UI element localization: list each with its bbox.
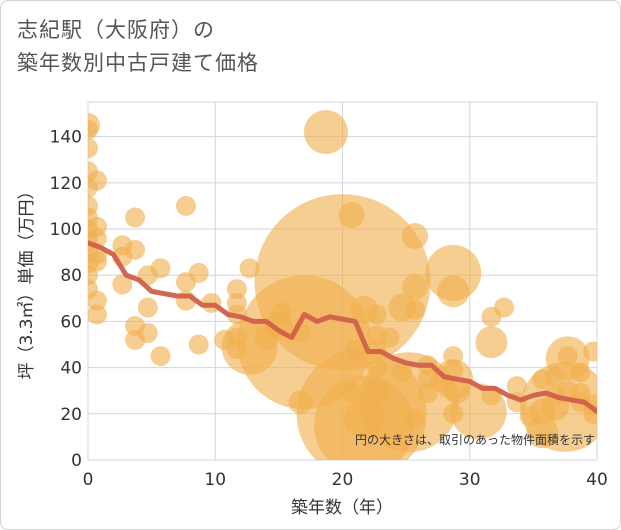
x-tick-label: 30 — [459, 470, 481, 490]
data-bubble — [188, 262, 209, 283]
data-bubble — [150, 346, 171, 367]
data-bubble — [506, 376, 527, 397]
data-bubble — [175, 195, 196, 216]
data-bubble — [402, 222, 429, 249]
data-bubble — [437, 275, 470, 308]
data-bubble — [88, 119, 98, 140]
average-price-line — [88, 240, 597, 414]
data-bubble — [417, 383, 438, 404]
data-bubble — [88, 138, 98, 159]
y-tick-label: 40 — [60, 359, 82, 379]
data-bubble — [88, 170, 107, 191]
trend-line-layer — [88, 240, 597, 414]
data-bubble — [494, 297, 515, 318]
x-axis-label: 築年数（年） — [291, 498, 393, 518]
chart-title-line-1: 志紀駅（大阪府）の — [17, 18, 215, 42]
y-tick-labels: 0 20 40 60 80 100 120 140 — [50, 128, 82, 471]
x-tick-label: 20 — [332, 470, 354, 490]
bubble-layer — [88, 110, 597, 460]
data-bubble — [405, 408, 426, 429]
data-bubble — [88, 304, 107, 325]
data-bubble — [475, 326, 508, 359]
x-tick-label: 10 — [204, 470, 226, 490]
y-tick-label: 120 — [50, 174, 82, 194]
y-tick-label: 140 — [50, 128, 82, 148]
y-tick-label: 100 — [50, 220, 82, 240]
data-bubble — [303, 110, 348, 155]
data-bubble — [226, 279, 247, 300]
x-tick-label: 0 — [83, 470, 94, 490]
data-bubble — [402, 273, 429, 300]
data-bubble — [150, 258, 171, 279]
data-bubble — [137, 322, 158, 343]
y-tick-label: 20 — [60, 405, 82, 425]
data-bubble — [366, 304, 387, 325]
chart-title-line-2: 築年数別中古戸建て価格 — [17, 51, 259, 75]
data-bubble — [239, 258, 260, 279]
y-tick-label: 0 — [71, 451, 82, 471]
data-bubble — [557, 346, 578, 367]
chart-title: 志紀駅（大阪府）の 築年数別中古戸建て価格 — [17, 14, 259, 80]
bubble-size-note: 円の大きさは、取引のあった物件面積を示す — [355, 432, 595, 447]
data-bubble — [405, 299, 426, 320]
data-bubble — [137, 297, 158, 318]
x-tick-labels: 0 10 20 30 40 — [83, 470, 608, 490]
data-bubble — [583, 341, 597, 362]
y-tick-label: 80 — [60, 266, 82, 286]
data-bubble — [125, 239, 146, 260]
data-bubble — [125, 207, 146, 228]
data-bubble — [570, 362, 591, 383]
data-bubble — [338, 202, 365, 229]
y-axis-label: 坪（3.3㎡）単価（万円） — [17, 182, 37, 379]
data-bubble — [88, 251, 107, 272]
x-tick-label: 40 — [586, 470, 608, 490]
data-bubble — [188, 334, 209, 355]
data-bubble — [379, 327, 400, 348]
data-bubble — [112, 274, 133, 295]
y-tick-label: 60 — [60, 312, 82, 332]
